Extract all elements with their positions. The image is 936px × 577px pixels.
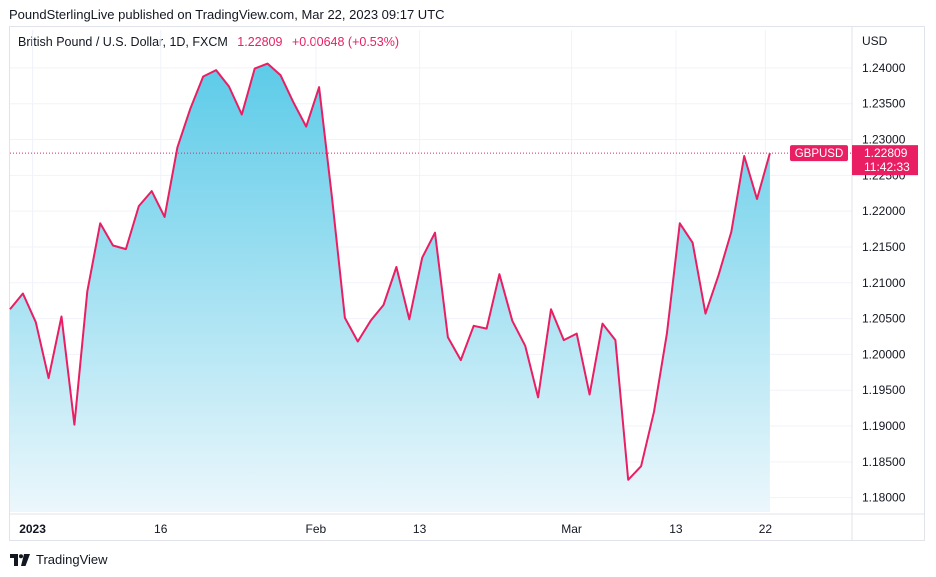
y-tick-label: 1.21000 (862, 276, 906, 290)
x-tick-label: 16 (154, 522, 168, 536)
price-tag-value: 1.22809 (864, 146, 908, 160)
ticker-tag-label: GBPUSD (795, 148, 844, 160)
x-tick-label: Mar (561, 522, 582, 536)
x-tick-label: Feb (306, 522, 327, 536)
footer-brand[interactable]: TradingView (10, 552, 108, 567)
y-tick-label: 1.19500 (862, 383, 906, 397)
x-tick-label: 13 (669, 522, 683, 536)
price-change: +0.00648 (+0.53%) (291, 35, 399, 49)
chart-frame (9, 26, 925, 541)
price-tag-countdown: 11:42:33 (864, 160, 910, 174)
y-tick-label: 1.20000 (862, 347, 906, 361)
footer-brand-label: TradingView (36, 552, 108, 567)
chart-legend: British Pound / U.S. Dollar, 1D, FXCM 1.… (18, 35, 399, 49)
y-tick-label: 1.24000 (862, 61, 906, 75)
series-line (9, 62, 771, 481)
y-tick-label: 1.21500 (862, 240, 906, 254)
y-tick-label: 1.22000 (862, 204, 906, 218)
y-tick-label: 1.19000 (862, 419, 906, 433)
price-tag (852, 145, 918, 176)
ticker-tag (790, 145, 848, 162)
y-tick-label: 1.23500 (862, 97, 906, 111)
x-tick-label: 13 (413, 522, 427, 536)
tradingview-logo-icon (10, 553, 30, 566)
attribution-text: PoundSterlingLive published on TradingVi… (9, 7, 445, 22)
y-tick-label: 1.18500 (862, 455, 906, 469)
x-tick-label: 2023 (19, 522, 46, 536)
last-price: 1.22809 (237, 35, 283, 49)
axis-currency-label: USD (862, 34, 888, 48)
y-tick-label: 1.20500 (862, 312, 906, 326)
y-tick-label: 1.18000 (862, 491, 906, 505)
x-tick-label: 22 (759, 522, 773, 536)
y-tick-label: 1.23000 (862, 133, 906, 147)
symbol-description: British Pound / U.S. Dollar, 1D, FXCM (18, 35, 228, 49)
